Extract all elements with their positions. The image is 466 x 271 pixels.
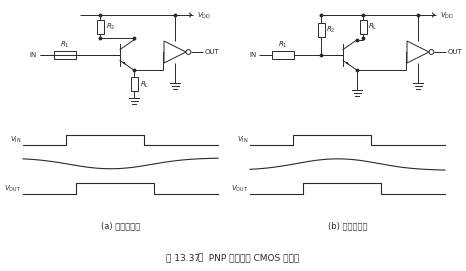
- Text: IN: IN: [250, 52, 257, 58]
- Text: $V_{\mathrm{OUT}}$: $V_{\mathrm{OUT}}$: [231, 184, 248, 194]
- Text: $R_2$: $R_2$: [105, 21, 115, 32]
- Text: (b) 射极跟随器: (b) 射极跟随器: [328, 221, 367, 230]
- Text: $V_{\mathrm{IN}}$: $V_{\mathrm{IN}}$: [9, 135, 21, 145]
- Bar: [359, 20, 366, 34]
- Text: $V_{\mathrm{DD}}$: $V_{\mathrm{DD}}$: [440, 11, 454, 21]
- Text: $R_1$: $R_1$: [278, 40, 288, 50]
- Text: (a) 发射极接地: (a) 发射极接地: [101, 221, 140, 230]
- Text: $R_L$: $R_L$: [140, 79, 149, 89]
- Bar: [54, 51, 76, 59]
- Text: $R_2$: $R_2$: [327, 25, 336, 35]
- Text: $V_{\mathrm{OUT}}$: $V_{\mathrm{OUT}}$: [4, 184, 21, 194]
- Text: 图 13.37   PNP 晶体管与 CMOS 的接口: 图 13.37 PNP 晶体管与 CMOS 的接口: [166, 253, 300, 263]
- Bar: [131, 78, 138, 91]
- Text: $R_L$: $R_L$: [369, 21, 378, 32]
- Text: $V_{\mathrm{IN}}$: $V_{\mathrm{IN}}$: [237, 135, 248, 145]
- Text: $R_1$: $R_1$: [60, 40, 70, 50]
- Text: OUT: OUT: [205, 49, 219, 55]
- Text: $V_{\mathrm{DD}}$: $V_{\mathrm{DD}}$: [197, 11, 211, 21]
- Text: IN: IN: [30, 52, 37, 58]
- Text: 图: 图: [198, 253, 203, 263]
- Bar: [317, 23, 324, 37]
- Text: OUT: OUT: [448, 49, 463, 55]
- Bar: [272, 51, 294, 59]
- Bar: [96, 20, 103, 34]
